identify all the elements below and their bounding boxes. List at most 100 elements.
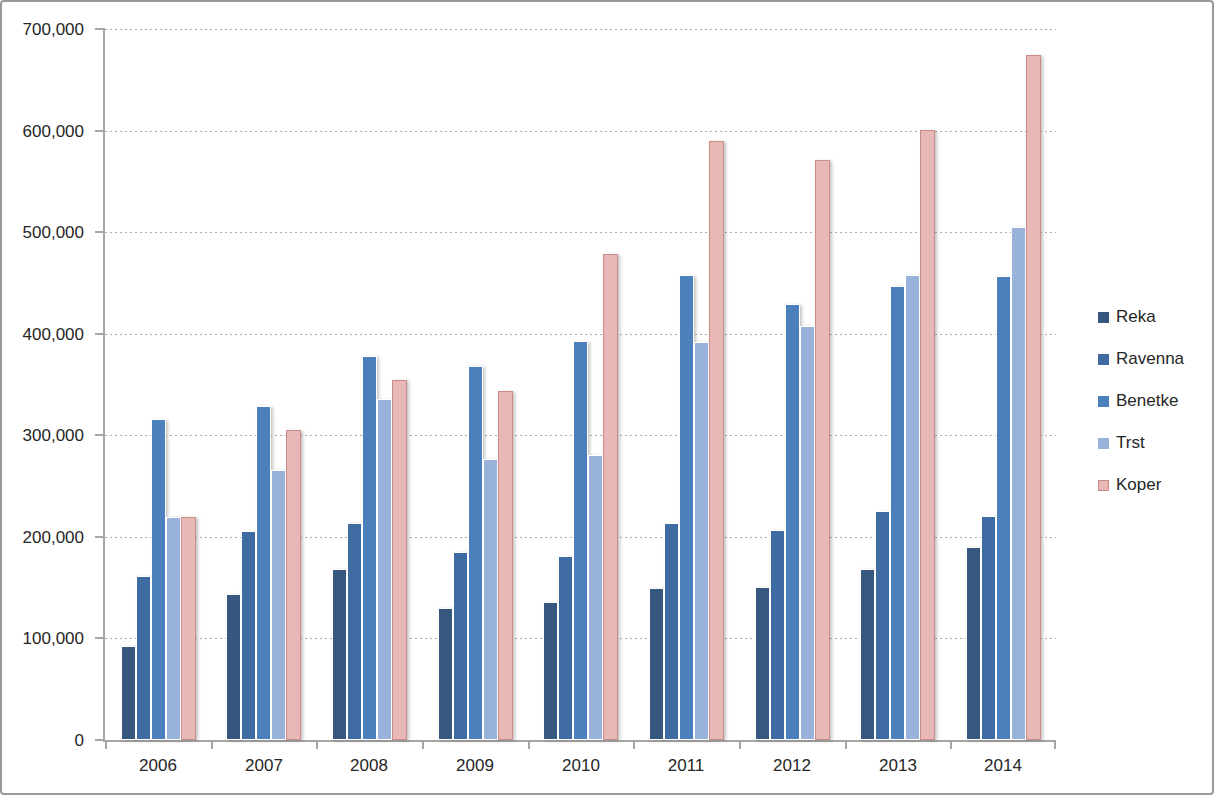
bar-group-2006 <box>105 419 211 740</box>
bar-group-2013 <box>845 130 950 740</box>
bar-benetke-2006 <box>151 419 166 740</box>
y-axis-label-200000: 200,000 <box>2 528 84 548</box>
bar-koper-2006 <box>181 517 196 740</box>
y-axis-tick <box>95 637 105 639</box>
bar-reka-2011 <box>649 588 664 740</box>
bar-reka-2006 <box>121 646 136 740</box>
bar-benetke-2011 <box>679 275 694 740</box>
y-axis-tick <box>95 28 105 30</box>
x-axis-label-2012: 2012 <box>752 755 832 777</box>
bar-group-2010 <box>528 254 633 740</box>
x-axis-tick <box>633 742 635 749</box>
bar-trst-2007 <box>271 470 286 740</box>
bar-reka-2010 <box>543 602 558 740</box>
y-axis-tick <box>95 434 105 436</box>
x-axis-tick <box>528 742 530 749</box>
bar-benetke-2013 <box>890 286 905 740</box>
legend-swatch-reka <box>1098 312 1109 323</box>
bar-ravenna-2010 <box>558 556 573 740</box>
x-axis-tick <box>739 742 741 749</box>
bar-benetke-2009 <box>468 366 483 740</box>
x-axis-label-2011: 2011 <box>646 755 726 777</box>
bar-trst-2009 <box>483 459 498 740</box>
bar-reka-2014 <box>966 547 981 740</box>
legend-swatch-koper <box>1098 480 1109 491</box>
x-axis-tick <box>105 742 107 749</box>
bar-group-2009 <box>422 366 528 740</box>
bar-benetke-2007 <box>256 406 271 740</box>
x-axis-tick <box>422 742 424 749</box>
x-axis-label-2009: 2009 <box>435 755 515 777</box>
bar-group-2014 <box>950 55 1056 740</box>
x-axis-label-2014: 2014 <box>963 755 1043 777</box>
bar-koper-2014 <box>1026 55 1041 740</box>
bar-koper-2013 <box>920 130 935 740</box>
bar-koper-2010 <box>603 254 618 740</box>
bar-trst-2010 <box>588 455 603 740</box>
legend: Reka Ravenna Benetke TrstKoper <box>1098 296 1184 506</box>
bar-trst-2006 <box>166 517 181 740</box>
legend-item-ravenna: Ravenna <box>1098 338 1184 380</box>
x-axis-tick <box>950 742 952 749</box>
legend-label-reka: Reka <box>1116 307 1156 327</box>
y-axis-label-600000: 600,000 <box>2 122 84 142</box>
bar-benetke-2010 <box>573 341 588 740</box>
bar-ravenna-2014 <box>981 516 996 740</box>
legend-label-ravenna: Ravenna <box>1116 349 1184 369</box>
bar-ravenna-2013 <box>875 511 890 740</box>
y-axis-tick <box>95 739 105 741</box>
bar-ravenna-2006 <box>136 576 151 740</box>
x-axis-label-2006: 2006 <box>118 755 198 777</box>
y-axis-label-400000: 400,000 <box>2 325 84 345</box>
bar-group-2008 <box>316 356 422 740</box>
x-axis-label-2008: 2008 <box>329 755 409 777</box>
plot-area <box>103 29 1056 742</box>
bar-ravenna-2011 <box>664 523 679 740</box>
x-axis-tick <box>1054 742 1056 749</box>
bar-trst-2013 <box>905 275 920 740</box>
y-axis-label-0: 0 <box>2 731 84 751</box>
legend-item-trst: Trst <box>1098 422 1184 464</box>
x-axis-label-2013: 2013 <box>858 755 938 777</box>
bar-koper-2012 <box>815 160 830 740</box>
bar-trst-2011 <box>694 342 709 740</box>
legend-swatch-trst <box>1098 438 1109 449</box>
legend-item-benetke: Benetke <box>1098 380 1184 422</box>
chart-frame: 0 100,000 200,000 300,000 400,000 500,000 600,… <box>0 0 1214 795</box>
bar-reka-2007 <box>226 594 241 740</box>
bar-group-2011 <box>633 141 739 740</box>
y-axis-label-100000: 100,000 <box>2 629 84 649</box>
bar-koper-2009 <box>498 391 513 740</box>
bar-reka-2013 <box>860 569 875 740</box>
legend-item-koper: Koper <box>1098 464 1184 506</box>
y-axis-tick <box>95 536 105 538</box>
bar-koper-2007 <box>286 430 301 740</box>
y-axis-label-700000: 700,000 <box>2 20 84 40</box>
bar-koper-2011 <box>709 141 724 740</box>
legend-label-benetke: Benetke <box>1116 391 1178 411</box>
x-axis-label-2007: 2007 <box>224 755 304 777</box>
bar-group-2012 <box>739 160 845 740</box>
gridline-700000 <box>105 29 1056 30</box>
y-axis-label-300000: 300,000 <box>2 426 84 446</box>
y-axis-label-500000: 500,000 <box>2 223 84 243</box>
bar-trst-2014 <box>1011 227 1026 740</box>
bar-trst-2008 <box>377 399 392 740</box>
bar-trst-2012 <box>800 326 815 740</box>
bar-reka-2008 <box>332 569 347 740</box>
y-axis-tick <box>95 231 105 233</box>
bar-reka-2009 <box>438 608 453 740</box>
bar-ravenna-2009 <box>453 552 468 740</box>
y-axis-tick <box>95 130 105 132</box>
bar-ravenna-2008 <box>347 523 362 740</box>
legend-swatch-ravenna <box>1098 354 1109 365</box>
bar-group-2007 <box>211 406 316 740</box>
x-axis-tick <box>211 742 213 749</box>
bar-benetke-2012 <box>785 304 800 740</box>
bar-ravenna-2012 <box>770 530 785 740</box>
bar-benetke-2014 <box>996 276 1011 740</box>
y-axis-tick <box>95 333 105 335</box>
bar-reka-2012 <box>755 587 770 740</box>
x-axis-tick <box>845 742 847 749</box>
bar-ravenna-2007 <box>241 531 256 740</box>
